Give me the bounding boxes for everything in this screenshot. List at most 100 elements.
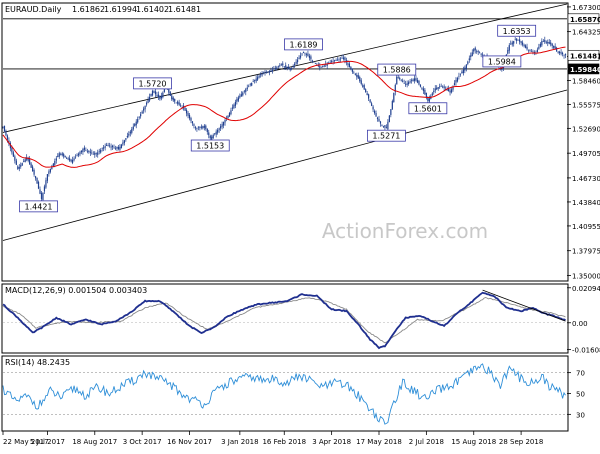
candle-body — [206, 128, 208, 133]
candle-body — [175, 102, 177, 104]
price-badge-label: 1.61481 — [570, 52, 600, 60]
candle-body — [222, 122, 225, 126]
candle-body — [108, 145, 111, 147]
candle-body — [530, 50, 533, 52]
candle-body — [144, 105, 146, 110]
candle-body — [523, 44, 525, 47]
candle-body — [171, 95, 173, 100]
candle-body — [122, 142, 124, 145]
candle-body — [48, 171, 50, 174]
x-tick-label: 16 Nov 2017 — [167, 438, 212, 446]
candle-body — [418, 80, 420, 85]
x-tick-label: 5 Jul 2017 — [30, 438, 65, 446]
candle-body — [202, 126, 204, 129]
candle-body — [205, 125, 207, 129]
annotation-box — [19, 200, 58, 213]
candle-body — [307, 53, 309, 57]
candle-body — [71, 159, 74, 163]
candle-body — [52, 163, 54, 166]
candle-body — [220, 126, 222, 129]
price-tick-label: 1.35000 — [572, 272, 600, 280]
x-tick-label: 2 Jul 2018 — [409, 438, 444, 446]
candle-body — [211, 136, 213, 140]
candle-body — [280, 64, 282, 65]
candle-body — [135, 121, 137, 126]
candle-body — [344, 57, 346, 60]
candle-body — [370, 103, 373, 106]
candle-body — [77, 153, 80, 156]
candle-body — [396, 76, 398, 85]
annotation-box — [408, 102, 448, 115]
candle-body — [117, 146, 120, 150]
candle-body — [412, 79, 414, 82]
candle-body — [331, 60, 333, 62]
candle-body — [289, 68, 291, 71]
macd-panel-frame — [1, 283, 569, 354]
candle-body — [415, 78, 417, 81]
macd-tick-label: 0.02094 — [572, 285, 600, 293]
candle-body — [150, 93, 152, 97]
candle-body — [262, 72, 265, 74]
candle-body — [387, 121, 389, 130]
candle-body — [511, 42, 513, 45]
candle-body — [385, 127, 388, 129]
candle-body — [103, 147, 105, 149]
candle-body — [501, 69, 503, 70]
candle-body — [416, 80, 419, 83]
candle-body — [97, 152, 99, 155]
candle-body — [427, 97, 429, 101]
candle-body — [295, 61, 297, 64]
candle-body — [390, 109, 392, 115]
candle-body — [88, 150, 90, 152]
candle-body — [227, 115, 229, 119]
candle-body — [311, 60, 313, 62]
candle-body — [554, 46, 556, 50]
candle-body — [83, 147, 86, 150]
candle-body — [521, 42, 524, 45]
candle-body — [101, 148, 103, 149]
candle-body — [536, 49, 538, 52]
candle-body — [369, 99, 371, 103]
candle-body — [286, 66, 288, 69]
x-tick-label: 3 Jan 2018 — [221, 438, 259, 446]
candle-body — [131, 129, 133, 133]
candle-body — [157, 94, 160, 98]
candle-body — [291, 68, 293, 70]
candle-body — [470, 55, 472, 57]
candle-body — [405, 84, 407, 85]
annotation-8: 1.6353 — [497, 24, 537, 37]
candle-body — [434, 88, 436, 91]
macd-series-macd — [2, 291, 566, 350]
price-tick-label: 1.67300 — [572, 4, 600, 12]
candle-body — [368, 94, 370, 99]
macd-trendline — [482, 289, 566, 322]
candle-body — [237, 97, 239, 101]
candle-body — [425, 92, 427, 98]
candle-body — [208, 132, 210, 136]
candle-body — [15, 160, 17, 165]
candle-body — [86, 151, 88, 152]
candle-body — [267, 71, 269, 73]
candle-body — [194, 127, 197, 129]
candle-body — [246, 87, 248, 90]
price-tick-label: 1.40955 — [572, 223, 600, 231]
candle-body — [151, 90, 154, 96]
candle-body — [551, 43, 553, 46]
candle-body — [359, 77, 361, 82]
candle-body — [177, 101, 179, 104]
candle-body — [92, 154, 94, 155]
candle-body — [348, 63, 350, 68]
candle-body — [294, 63, 296, 65]
annotation-3: 1.6189 — [284, 38, 323, 51]
candle-body — [215, 131, 217, 135]
candle-body — [513, 41, 515, 44]
candle-body — [302, 51, 305, 54]
candle-body — [428, 98, 430, 102]
candle-body — [17, 166, 19, 170]
candle-body — [252, 81, 254, 83]
candle-body — [125, 138, 127, 140]
candle-body — [479, 52, 481, 54]
price-header-close: 1.61481 — [168, 5, 201, 14]
candle-body — [541, 40, 543, 46]
candle-body — [326, 63, 328, 66]
